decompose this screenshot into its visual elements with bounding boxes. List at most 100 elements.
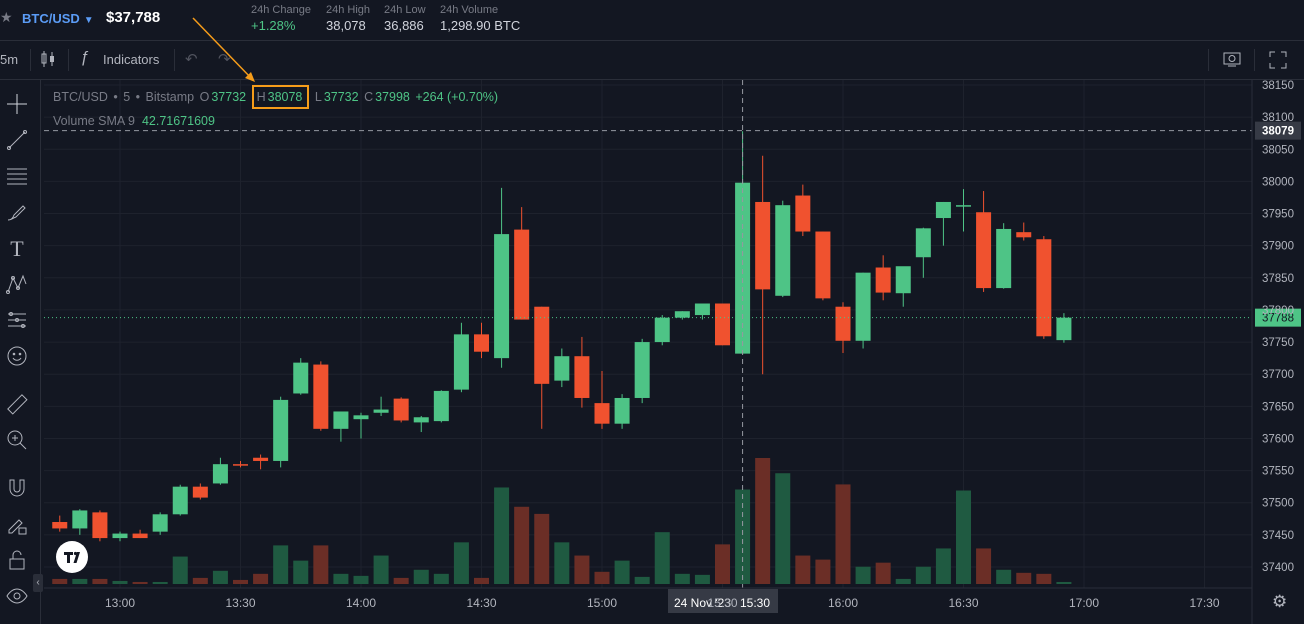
legend-dot: • bbox=[109, 90, 122, 104]
emoji-icon[interactable] bbox=[4, 344, 30, 370]
symbol-selector[interactable]: BTC/USD ▼ bbox=[22, 11, 94, 26]
star-icon[interactable]: ★ bbox=[0, 9, 13, 25]
volume-bar bbox=[976, 548, 992, 584]
stat-label: 24h Change bbox=[251, 4, 311, 16]
ruler-icon[interactable] bbox=[4, 392, 30, 418]
volume-bar bbox=[353, 575, 369, 584]
redo-icon[interactable]: ↷ bbox=[218, 51, 231, 68]
candle-body bbox=[393, 398, 409, 421]
tradingview-logo bbox=[56, 541, 88, 573]
candle-body bbox=[112, 533, 128, 539]
candle-body bbox=[494, 234, 510, 359]
candle-body bbox=[1016, 232, 1032, 238]
legend-high-value: 38078 bbox=[267, 90, 303, 104]
volume-bar bbox=[373, 555, 389, 584]
candle-body bbox=[413, 417, 429, 423]
horizontal-lines-icon[interactable] bbox=[4, 164, 30, 190]
ohlc-legend: BTC/USD • 5 • Bitstamp O 37732 H 38078 L 37… bbox=[53, 85, 500, 109]
divider bbox=[68, 49, 69, 71]
candle-body bbox=[52, 522, 68, 529]
zoom-in-icon[interactable] bbox=[4, 428, 30, 454]
candle-body bbox=[795, 195, 811, 232]
candle-body bbox=[514, 229, 530, 320]
volume-bar bbox=[172, 556, 188, 584]
candle-body bbox=[634, 342, 650, 398]
candle-body bbox=[474, 334, 489, 352]
volume-bar bbox=[694, 574, 710, 584]
candle-body bbox=[935, 201, 951, 219]
volume-bar bbox=[453, 542, 469, 584]
crosshair-icon[interactable] bbox=[4, 92, 30, 118]
volume-bar bbox=[534, 513, 550, 584]
price-tick-label: 37650 bbox=[1262, 401, 1294, 413]
candle-body bbox=[313, 364, 329, 429]
screenshot-icon[interactable] bbox=[1222, 50, 1242, 71]
stat-label: 24h High bbox=[326, 4, 371, 16]
volume-bar bbox=[614, 560, 630, 584]
volume-bar bbox=[52, 578, 68, 584]
legend-symbol: BTC/USD bbox=[53, 90, 108, 104]
candle-body bbox=[293, 362, 309, 394]
settings-gear-icon[interactable]: ⚙ bbox=[1272, 592, 1288, 611]
volume-bar bbox=[935, 548, 951, 584]
volume-bar bbox=[1036, 573, 1052, 584]
collapse-toggle[interactable]: ‹ bbox=[33, 574, 43, 592]
stat-item: 24h Low 36,886 bbox=[384, 4, 426, 33]
price-tick-label: 37750 bbox=[1262, 337, 1294, 349]
crosshair-time-tag bbox=[668, 589, 778, 613]
volume-bar bbox=[996, 569, 1012, 584]
prediction-icon[interactable] bbox=[4, 308, 30, 334]
brush-icon[interactable] bbox=[4, 200, 30, 226]
legend-interval: 5 bbox=[123, 90, 131, 104]
candle-body bbox=[92, 512, 108, 539]
legend-open-label: O bbox=[199, 90, 210, 104]
drawing-toolbar: T bbox=[0, 80, 41, 624]
candle-body bbox=[534, 306, 550, 384]
text-tool-icon[interactable]: T bbox=[10, 236, 24, 261]
magnet-icon[interactable] bbox=[4, 476, 30, 502]
volume-bar bbox=[313, 545, 329, 584]
eye-icon[interactable] bbox=[4, 584, 30, 610]
pattern-icon[interactable] bbox=[4, 272, 30, 298]
candle-body bbox=[273, 399, 289, 461]
crosshair-price-label: 38079 bbox=[1262, 126, 1294, 138]
stat-value: 38,078 bbox=[326, 18, 366, 33]
candle-body bbox=[1036, 239, 1052, 337]
price-tick-label: 37850 bbox=[1262, 273, 1294, 285]
candle-body bbox=[333, 411, 349, 429]
volume-bar bbox=[795, 555, 811, 584]
stat-value: 36,886 bbox=[384, 18, 424, 33]
stat-item: 24h Volume 1,298.90 BTC bbox=[440, 4, 520, 33]
time-tick-label: 13:30 bbox=[225, 596, 255, 610]
candle-body bbox=[192, 486, 208, 498]
volume-bar bbox=[233, 579, 248, 584]
stat-value: 1,298.90 BTC bbox=[440, 18, 521, 33]
candle-style-icon[interactable] bbox=[40, 50, 56, 71]
time-tick-label: 17:00 bbox=[1069, 596, 1099, 610]
candle-body bbox=[453, 334, 469, 390]
current-price: $37,788 bbox=[106, 9, 161, 26]
fullscreen-icon[interactable] bbox=[1268, 50, 1288, 73]
price-tick-label: 37700 bbox=[1262, 369, 1294, 381]
legend-high-highlight: H 38078 bbox=[251, 85, 310, 109]
crosshair-time-label: 24 Nov '23 bbox=[674, 596, 731, 610]
indicators-button[interactable]: Indicators bbox=[103, 52, 160, 67]
candle-body bbox=[132, 533, 148, 539]
volume-bar bbox=[253, 573, 269, 584]
trend-line-icon[interactable] bbox=[4, 128, 30, 154]
interval-button[interactable]: 5m bbox=[0, 52, 19, 67]
time-tick-label: 14:00 bbox=[346, 596, 376, 610]
divider bbox=[1254, 49, 1255, 71]
legend-low-value: 37732 bbox=[323, 90, 359, 104]
divider bbox=[174, 49, 175, 71]
candle-body bbox=[253, 457, 269, 461]
undo-icon[interactable]: ↶ bbox=[185, 51, 198, 68]
volume-bar bbox=[474, 577, 489, 584]
chart-toolbar: 5m ƒ Indicators ↶ ↷ bbox=[0, 41, 1304, 80]
legend-dot: • bbox=[132, 90, 144, 104]
lock-icon[interactable] bbox=[4, 548, 30, 574]
chevron-down-icon: ▼ bbox=[83, 15, 94, 26]
pencil-lock-icon[interactable] bbox=[4, 512, 30, 538]
candle-body bbox=[855, 272, 871, 341]
